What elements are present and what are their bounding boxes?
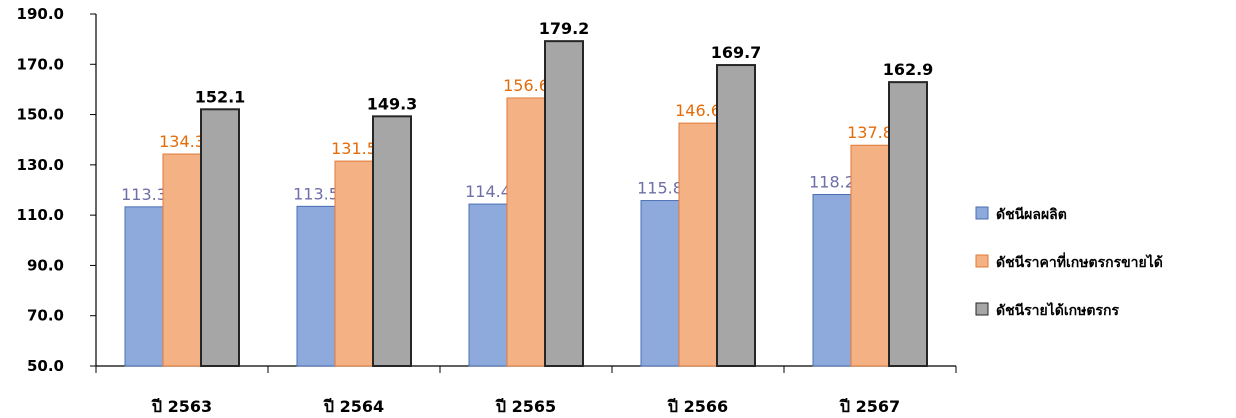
x-tick-label: ปี 2564 xyxy=(322,397,384,416)
y-tick-label: 110.0 xyxy=(17,206,64,224)
y-tick-label: 150.0 xyxy=(17,106,64,124)
data-label: 152.1 xyxy=(195,87,246,106)
legend-label: ดัชนีผลผลิต xyxy=(996,207,1067,223)
data-label: 114.4 xyxy=(465,182,511,201)
bar-1 xyxy=(812,194,852,367)
legend-label: ดัชนีราคาที่เกษตรกรขายได้ xyxy=(996,252,1163,271)
data-label: 134.3 xyxy=(159,132,205,151)
data-label: 162.9 xyxy=(883,60,934,79)
y-tick-label: 130.0 xyxy=(17,156,64,174)
bar-3 xyxy=(888,81,928,367)
x-tick-label: ปี 2566 xyxy=(666,397,728,416)
bar-3 xyxy=(200,108,240,367)
bar-2 xyxy=(850,144,890,367)
bar-3 xyxy=(372,115,412,367)
legend-swatch-1 xyxy=(975,206,989,220)
bar-1 xyxy=(124,206,164,367)
legend-label: ดัชนีรายได้เกษตรกร xyxy=(996,301,1119,319)
legend-swatch-3 xyxy=(975,302,989,316)
bar-2 xyxy=(678,122,718,367)
y-tick-label: 70.0 xyxy=(27,307,64,325)
y-tick-label: 90.0 xyxy=(27,256,64,274)
y-tick-label: 50.0 xyxy=(27,357,64,375)
bar-3 xyxy=(544,40,584,367)
x-tick-label: ปี 2565 xyxy=(494,397,556,416)
data-label: 131.5 xyxy=(331,139,377,158)
bar-2 xyxy=(162,153,202,367)
bar-1 xyxy=(296,205,336,367)
data-label: 149.3 xyxy=(367,94,418,113)
data-label: 113.3 xyxy=(121,185,167,204)
y-tick-label: 170.0 xyxy=(17,55,64,73)
bar-2 xyxy=(334,160,374,367)
data-label: 115.8 xyxy=(637,179,683,198)
y-tick-label: 190.0 xyxy=(17,5,64,23)
data-label: 156.6 xyxy=(503,76,549,95)
data-label: 113.5 xyxy=(293,184,339,203)
data-label: 146.6 xyxy=(675,101,721,120)
bar-1 xyxy=(468,203,508,367)
bar-2 xyxy=(506,97,546,367)
data-label: 118.2 xyxy=(809,173,855,192)
data-label: 169.7 xyxy=(711,43,762,62)
data-label: 137.8 xyxy=(847,123,893,142)
data-label: 179.2 xyxy=(539,19,590,38)
bar-1 xyxy=(640,200,680,367)
bar-3 xyxy=(716,64,756,367)
x-tick-label: ปี 2563 xyxy=(150,397,212,416)
legend-swatch-2 xyxy=(975,254,989,268)
x-tick-label: ปี 2567 xyxy=(838,397,900,416)
